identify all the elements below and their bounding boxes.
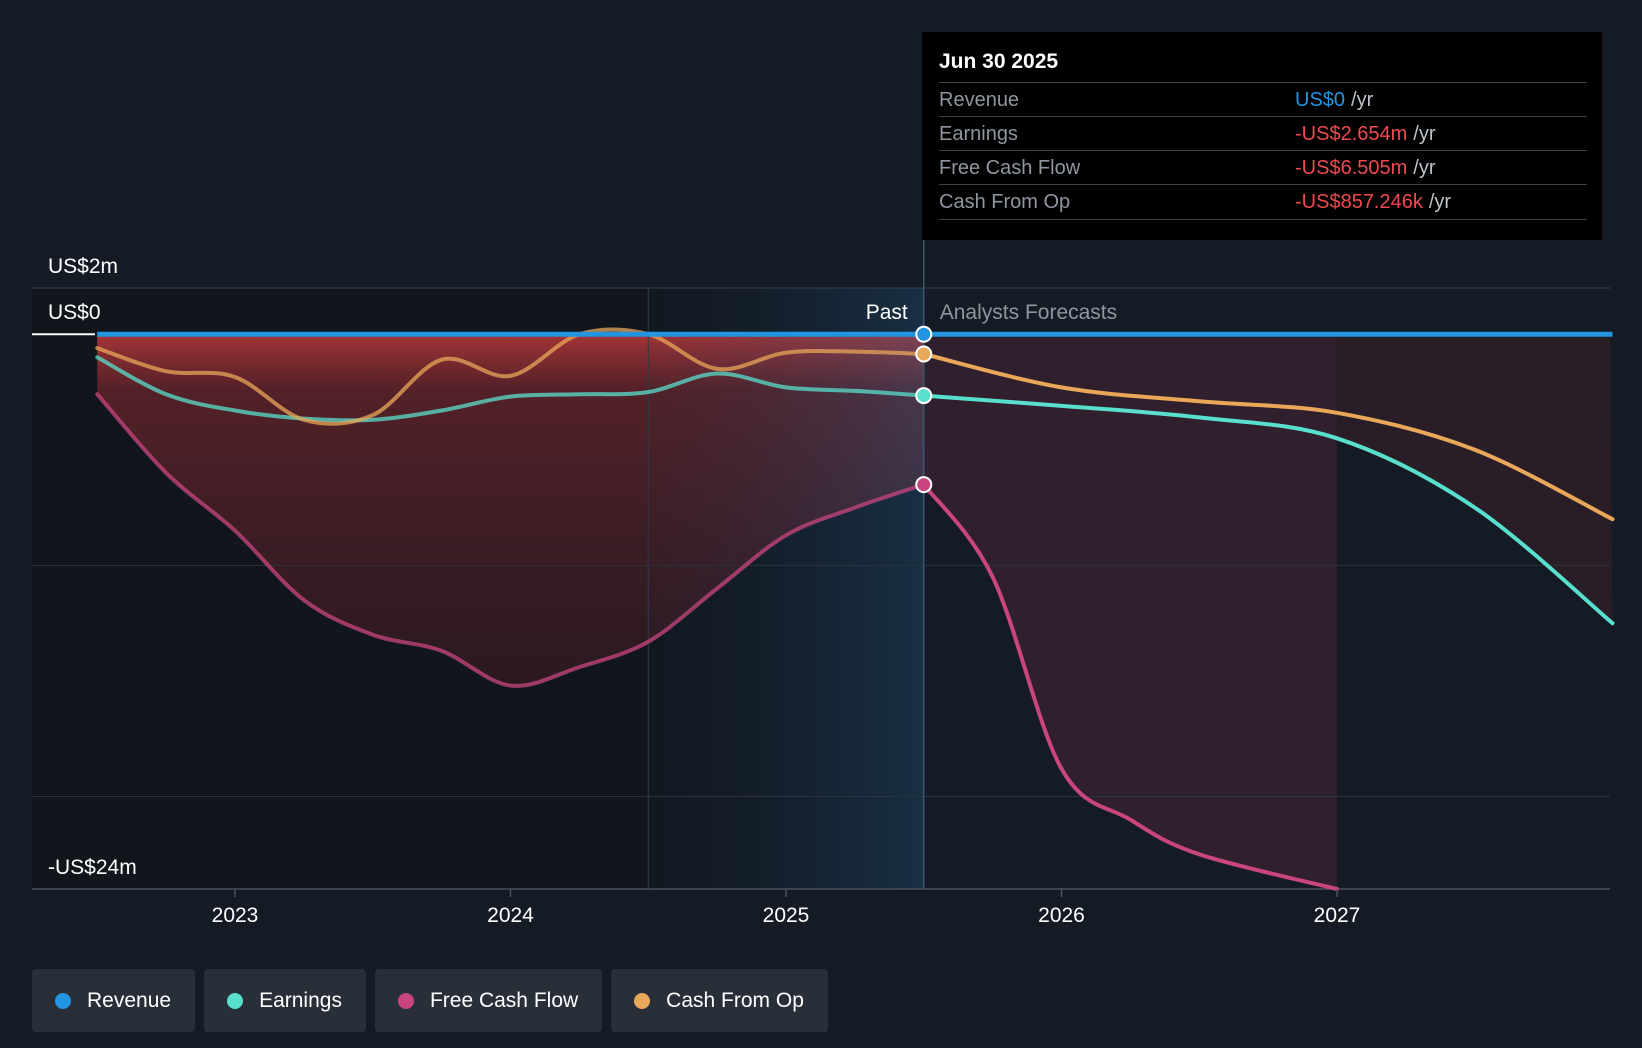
tooltip-row-cash-from-op: Cash From Op -US$857.246k/yr bbox=[939, 184, 1587, 220]
y-axis-label: -US$24m bbox=[48, 856, 137, 879]
legend-item-revenue[interactable]: Revenue bbox=[32, 969, 196, 1032]
legend: Revenue Earnings Free Cash Flow Cash Fro… bbox=[32, 969, 828, 1032]
legend-label: Earnings bbox=[259, 988, 342, 1012]
tooltip-value-unit: /yr bbox=[1413, 123, 1436, 145]
tooltip-value: -US$2.654m/yr bbox=[1295, 117, 1436, 151]
free-cash-flow-line-forecast bbox=[921, 482, 1339, 891]
forecast-label: Analysts Forecasts bbox=[940, 301, 1117, 324]
cash-from-op-dot-icon bbox=[634, 992, 651, 1009]
cash-from-op-line-forecast bbox=[921, 352, 1615, 522]
x-tick-label: 2024 bbox=[487, 904, 534, 927]
tooltip-value-unit: /yr bbox=[1428, 191, 1452, 213]
free-cash-flow-line-past bbox=[95, 392, 926, 688]
y-axis-label: US$2m bbox=[48, 255, 118, 278]
tooltip-value-unit: /yr bbox=[1351, 89, 1374, 111]
tooltip-value-number: -US$857.246k bbox=[1295, 191, 1423, 213]
free-cash-flow-dot-icon bbox=[397, 992, 414, 1009]
tooltip-label: Cash From Op bbox=[939, 191, 1071, 213]
x-tick-label: 2026 bbox=[1038, 904, 1085, 927]
earnings-line-forecast bbox=[921, 393, 1615, 626]
tooltip-label: Revenue bbox=[939, 89, 1020, 111]
tooltip-value: US$0/yr bbox=[1295, 83, 1373, 117]
earnings-marker bbox=[915, 387, 933, 405]
cash-from-op-line-past bbox=[95, 327, 926, 426]
x-tick-label: 2027 bbox=[1314, 904, 1361, 927]
past-label: Past bbox=[866, 301, 908, 324]
forecast-area-fill bbox=[923, 334, 1337, 889]
tooltip-row-free-cash-flow: Free Cash Flow -US$6.505m/yr bbox=[939, 150, 1587, 185]
tooltip-label: Earnings bbox=[939, 123, 1018, 145]
revenue-marker bbox=[915, 325, 933, 343]
free-cash-flow-marker bbox=[915, 476, 933, 494]
legend-label: Free Cash Flow bbox=[429, 988, 579, 1012]
x-tick-label: 2023 bbox=[212, 904, 259, 927]
tooltip-label: Free Cash Flow bbox=[939, 157, 1081, 179]
tooltip-value-number: -US$6.505m bbox=[1295, 157, 1408, 179]
tooltip-date: Jun 30 2025 bbox=[939, 50, 1059, 73]
legend-label: Cash From Op bbox=[666, 988, 804, 1012]
x-tick-label: 2025 bbox=[763, 904, 810, 927]
legend-label: Revenue bbox=[87, 988, 172, 1012]
tooltip-value-number: US$0 bbox=[1295, 89, 1346, 111]
tooltip-row-earnings: Earnings -US$2.654m/yr bbox=[939, 116, 1587, 151]
earnings-line-past bbox=[95, 355, 926, 423]
cash-from-op-marker bbox=[915, 345, 933, 363]
tooltip-value-number: -US$2.654m bbox=[1295, 123, 1408, 145]
tooltip: Jun 30 2025 Revenue US$0/yr Earnings -US… bbox=[922, 32, 1602, 240]
forecast-tail-fill bbox=[1337, 334, 1613, 624]
tooltip-row-revenue: Revenue US$0/yr bbox=[939, 82, 1587, 117]
legend-item-earnings[interactable]: Earnings bbox=[204, 969, 366, 1032]
tooltip-value: -US$857.246k/yr bbox=[1295, 185, 1451, 219]
tooltip-value: -US$6.505m/yr bbox=[1295, 151, 1436, 185]
legend-item-free-cash-flow[interactable]: Free Cash Flow bbox=[374, 969, 603, 1032]
legend-item-cash-from-op[interactable]: Cash From Op bbox=[611, 969, 828, 1032]
earnings-dot-icon bbox=[227, 992, 244, 1009]
revenue-dot-icon bbox=[55, 992, 71, 1009]
tooltip-value-unit: /yr bbox=[1413, 157, 1436, 179]
y-axis-label: US$0 bbox=[48, 301, 101, 324]
